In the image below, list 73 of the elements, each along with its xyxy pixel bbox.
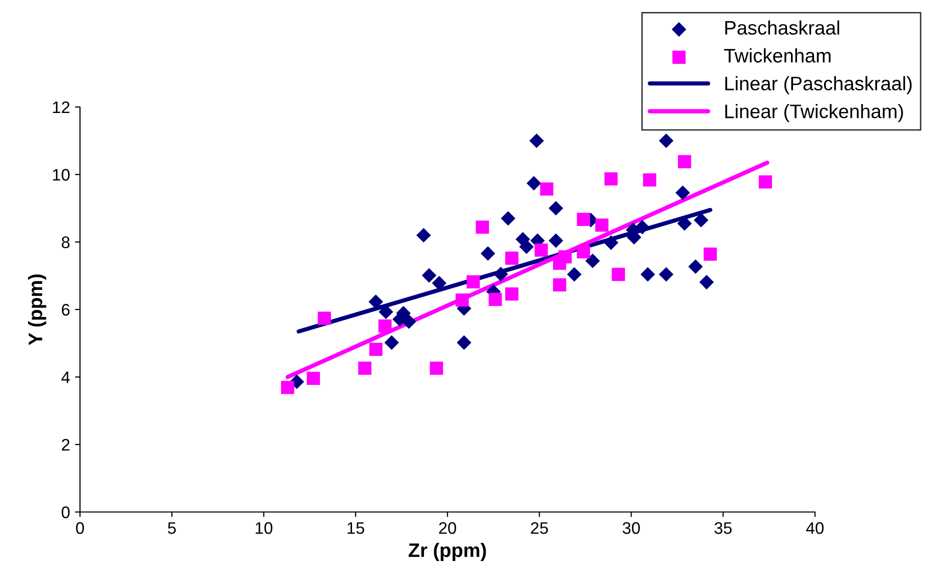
point [688, 259, 703, 274]
point [658, 133, 674, 148]
legend-label: Paschaskraal [725, 20, 840, 35]
point [526, 176, 542, 191]
point [640, 267, 656, 282]
point [576, 212, 590, 226]
y-tick-label: 12 [53, 101, 70, 114]
point [480, 246, 496, 261]
x-tick-label: 5 [168, 522, 176, 534]
point [604, 172, 618, 186]
point [548, 200, 564, 216]
point [612, 268, 625, 281]
x-tick-label: 35 [714, 522, 732, 534]
x-tick-label: 25 [530, 522, 548, 534]
point [548, 233, 564, 248]
y-tick-label: 0 [62, 506, 70, 518]
y-tick-label: 2 [62, 438, 70, 451]
point [500, 211, 516, 226]
y-tick-label: 4 [61, 372, 70, 384]
point [704, 248, 717, 261]
x-tick-label: 20 [439, 522, 456, 534]
point [658, 267, 674, 282]
point [505, 252, 518, 265]
point [466, 275, 480, 288]
point [456, 335, 472, 350]
point [416, 228, 431, 243]
point [576, 245, 590, 258]
legend-label: Twickenham [724, 48, 830, 63]
point [422, 268, 436, 283]
point [634, 220, 650, 234]
point [534, 244, 548, 257]
legend-label: Linear (Twickenham) [725, 104, 903, 122]
point [488, 292, 502, 306]
point [384, 335, 399, 350]
point [553, 278, 566, 292]
legend-label: Linear (Paschaskraal) [725, 76, 912, 94]
point [540, 182, 554, 196]
point [604, 235, 618, 250]
point [432, 276, 447, 290]
point [699, 274, 714, 290]
point [402, 314, 416, 329]
x-axis-title: Zr (ppm) [408, 542, 486, 561]
point [494, 266, 508, 282]
point [306, 372, 320, 385]
point [558, 250, 572, 264]
point [519, 239, 534, 254]
x-tick-label: 0 [76, 522, 84, 534]
point [694, 212, 708, 228]
x-tick-label: 40 [806, 522, 824, 534]
y-tick-label: 8 [62, 236, 70, 248]
point [378, 319, 392, 333]
point [675, 185, 690, 200]
point [476, 220, 489, 234]
x-tick-label: 15 [348, 522, 364, 534]
point [678, 155, 692, 168]
y-tick-label: 6 [62, 304, 70, 316]
point [567, 267, 582, 282]
point [369, 342, 382, 356]
y-axis-title: Y (ppm) [28, 274, 46, 346]
x-tick-label: 10 [256, 522, 272, 534]
point [456, 293, 469, 307]
point [585, 254, 600, 268]
point [643, 173, 656, 186]
point [281, 380, 294, 394]
point [430, 362, 444, 375]
x-tick-label: 30 [622, 522, 640, 534]
point [529, 133, 544, 148]
point [758, 175, 772, 189]
point [318, 312, 331, 325]
y-tick-label: 10 [53, 168, 70, 181]
point [595, 218, 608, 232]
point [358, 362, 372, 375]
point [505, 287, 518, 301]
